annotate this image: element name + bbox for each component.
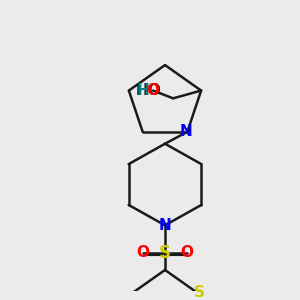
Text: O: O xyxy=(181,245,194,260)
Text: O: O xyxy=(136,245,149,260)
Text: N: N xyxy=(159,218,171,233)
Text: H: H xyxy=(137,83,149,98)
Text: HO: HO xyxy=(135,83,161,98)
Text: S: S xyxy=(159,244,171,262)
Text: N: N xyxy=(180,124,193,139)
Text: O: O xyxy=(147,83,160,98)
Text: S: S xyxy=(194,285,205,300)
